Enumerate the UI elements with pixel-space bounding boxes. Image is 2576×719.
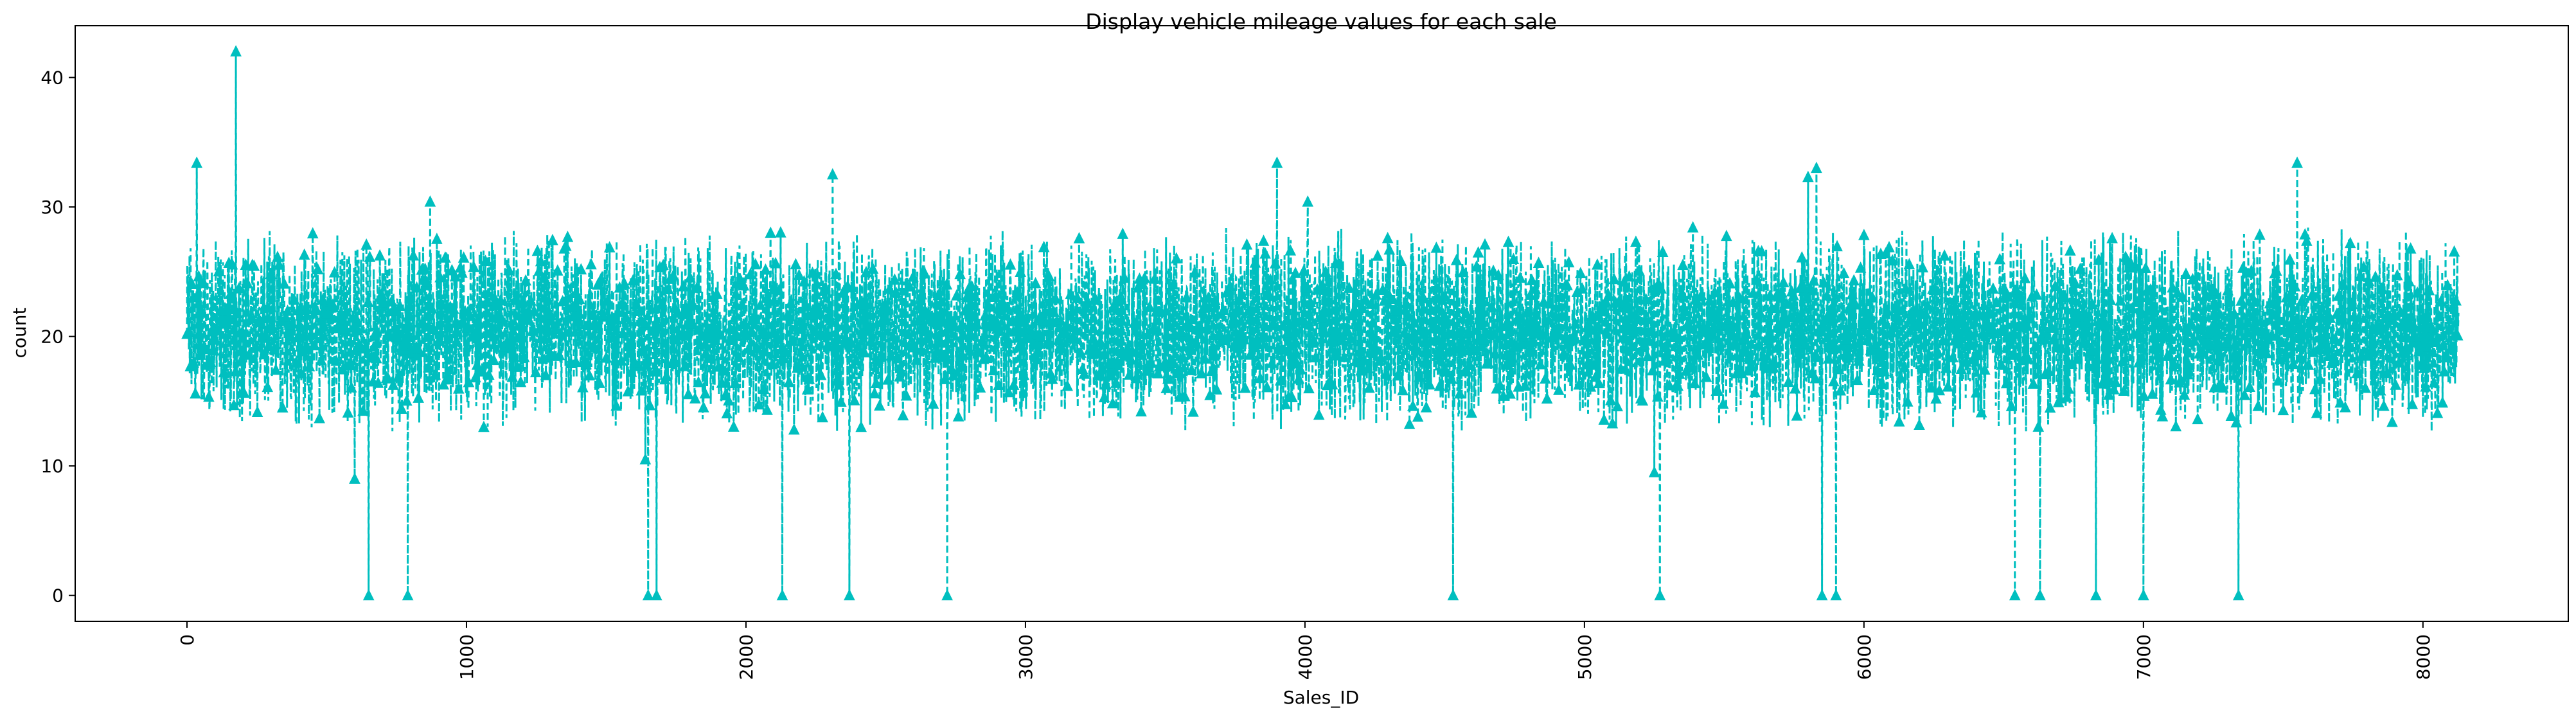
series-line <box>186 51 2460 596</box>
y-tick-label: 20 <box>40 326 64 348</box>
x-tick-label: 5000 <box>1574 634 1595 680</box>
x-tick-label: 6000 <box>1854 634 1875 680</box>
x-tick-label: 4000 <box>1295 634 1316 680</box>
x-tick-label: 2000 <box>736 634 757 680</box>
x-tick-label: 3000 <box>1015 634 1036 680</box>
y-tick-label: 30 <box>40 197 64 218</box>
plot-area <box>181 45 2464 601</box>
x-axis-label: Sales_ID <box>1283 687 1359 708</box>
y-axis-label: count <box>9 307 30 358</box>
y-tick-label: 0 <box>52 585 64 607</box>
x-tick-label: 0 <box>177 634 198 646</box>
x-axis: 0 1000 2000 3000 4000 5000 6000 7000 8000 <box>177 621 2434 680</box>
y-tick-label: 40 <box>40 67 64 89</box>
x-tick-label: 8000 <box>2413 634 2434 680</box>
y-tick-label: 10 <box>40 456 64 477</box>
y-axis: 0 10 20 30 40 <box>40 67 75 607</box>
series-mileage <box>181 45 2464 601</box>
x-tick-label: 1000 <box>456 634 477 680</box>
axes-frame <box>75 25 2569 622</box>
x-tick-label: 7000 <box>2133 634 2154 680</box>
series-markers <box>181 45 2464 601</box>
chart-title: Display vehicle mileage values for each … <box>1085 9 1557 34</box>
